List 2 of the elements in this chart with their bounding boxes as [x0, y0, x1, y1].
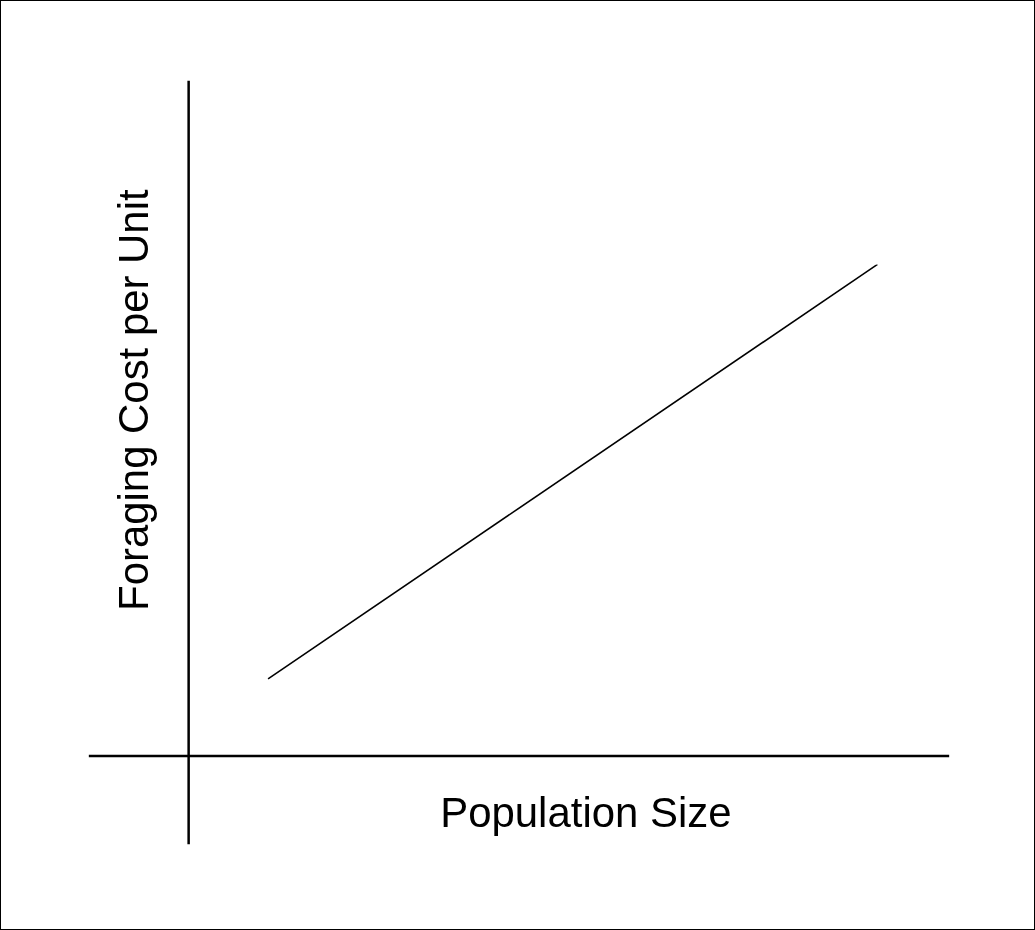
y-axis-title: Foraging Cost per Unit: [110, 189, 158, 611]
x-axis-title: Population Size: [440, 789, 732, 837]
